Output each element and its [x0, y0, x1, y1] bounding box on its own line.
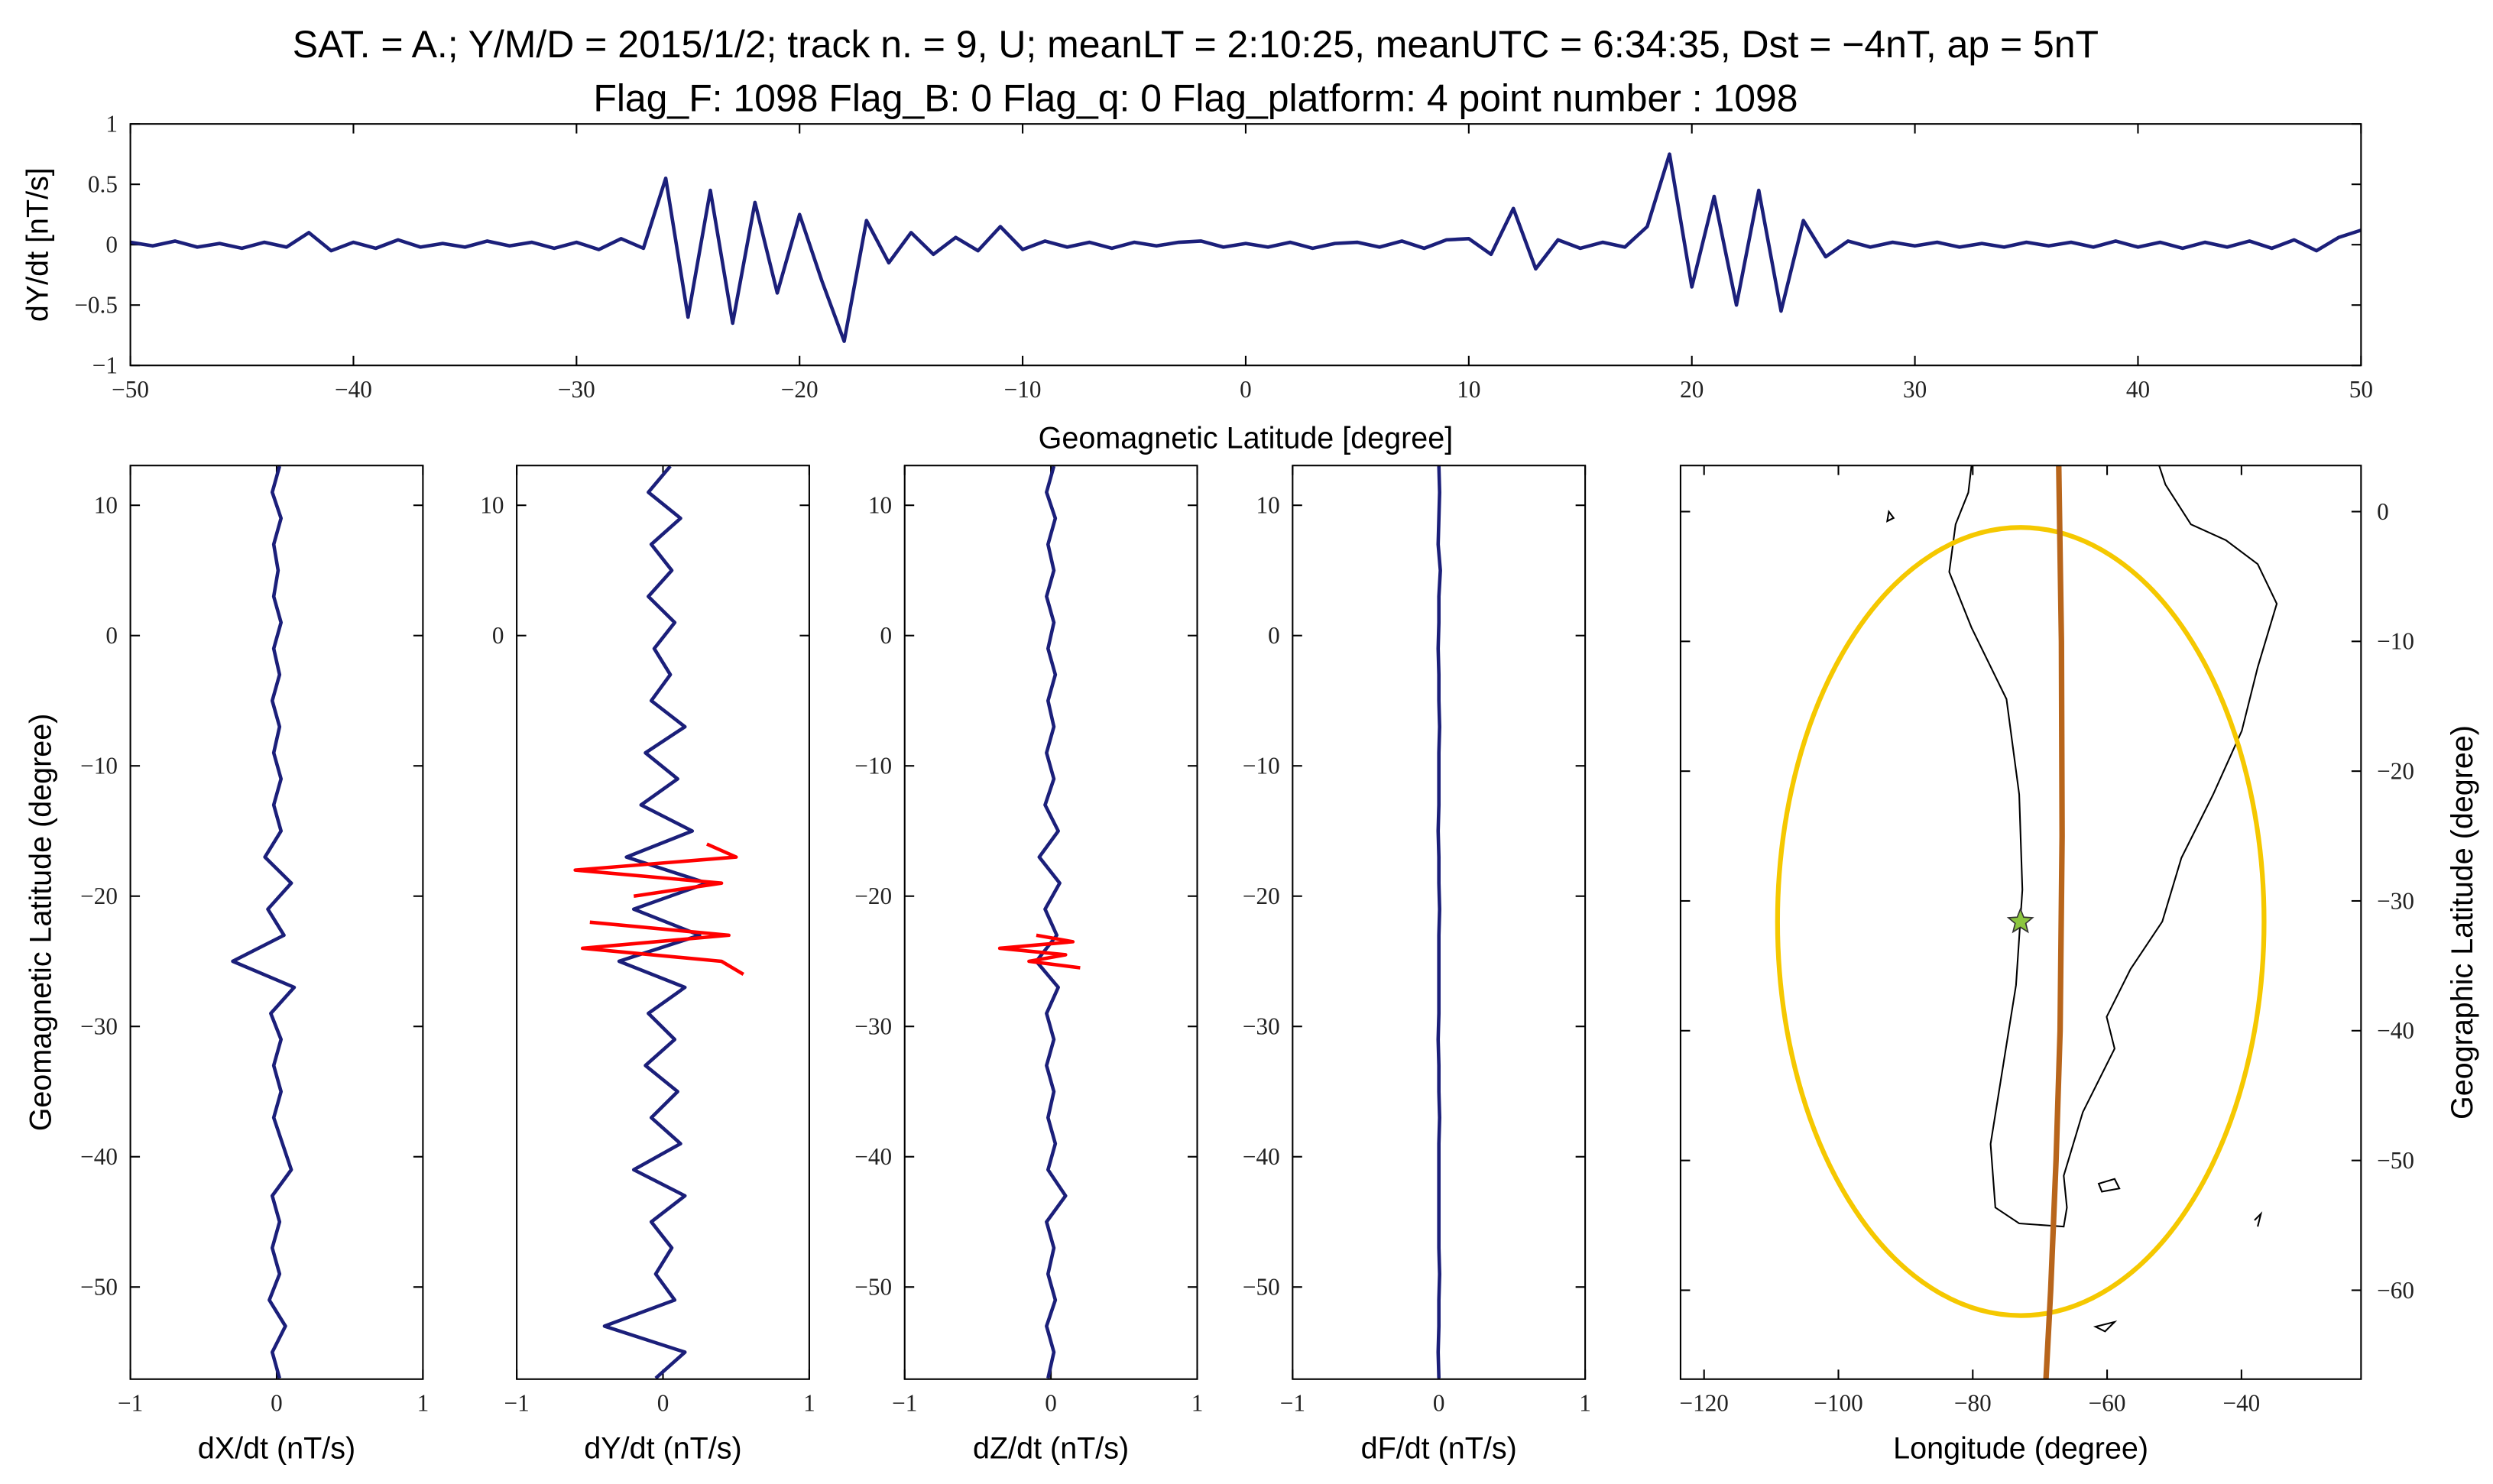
y-tick-label: −40 [1243, 1143, 1280, 1170]
series-line [573, 842, 744, 976]
coastline [1948, 465, 2278, 1228]
y-tick-label: −40 [2377, 1017, 2414, 1044]
x-tick-label: −100 [1814, 1389, 1862, 1416]
y-tick-label: −10 [1243, 753, 1280, 779]
x-tick-label: −1 [1280, 1389, 1305, 1416]
x-tick-label: −10 [1004, 376, 1042, 403]
series-line [1034, 465, 1068, 1379]
series-line [997, 933, 1081, 970]
subtitle: Flag_F: 1098 Flag_B: 0 Flag_q: 0 Flag_pl… [593, 77, 1798, 120]
track [2043, 465, 2065, 1379]
y-tick-label: 0 [880, 622, 892, 649]
x-tick-label: 0 [1240, 376, 1252, 403]
x-tick-label: 0 [657, 1389, 669, 1416]
y-tick-label: −50 [80, 1274, 118, 1301]
island [2097, 1178, 2121, 1193]
y-tick-label: −0.5 [74, 292, 118, 319]
axes-frame [129, 123, 2362, 367]
series-line [1436, 466, 1442, 1379]
axes-frame [129, 465, 424, 1380]
x-axis-label: Longitude (degree) [1893, 1432, 2148, 1466]
axes-frame [1679, 465, 2362, 1380]
y-tick-label: 0 [105, 232, 118, 258]
x-tick-label: 30 [1903, 376, 1927, 403]
x-axis-label: dY/dt (nT/s) [584, 1432, 741, 1466]
y-tick-label: 1 [105, 111, 118, 138]
y-tick-label: −40 [854, 1143, 892, 1170]
x-tick-label: −40 [2222, 1389, 2260, 1416]
x-axis-label: dF/dt (nT/s) [1361, 1432, 1517, 1466]
axes-frame [1292, 465, 1587, 1380]
x-tick-label: 0 [1433, 1389, 1445, 1416]
x-tick-label: −1 [118, 1389, 143, 1416]
x-tick-label: −60 [2089, 1389, 2126, 1416]
x-tick-label: 10 [1457, 376, 1480, 403]
y-tick-label: −10 [2377, 628, 2414, 655]
x-tick-label: 0 [271, 1389, 283, 1416]
island [2254, 1211, 2263, 1227]
x-tick-label: 1 [803, 1389, 815, 1416]
y-tick-label: −20 [854, 883, 892, 909]
x-tick-label: 20 [1680, 376, 1704, 403]
y-tick-label: −50 [1243, 1274, 1280, 1301]
y-tick-label: 0 [105, 622, 118, 649]
y-tick-label: 10 [1256, 492, 1279, 519]
x-tick-label: −30 [558, 376, 595, 403]
x-tick-label: 1 [1579, 1389, 1591, 1416]
y-tick-label: −10 [854, 753, 892, 779]
y-tick-label: −10 [80, 753, 118, 779]
x-axis-label: dZ/dt (nT/s) [973, 1432, 1129, 1466]
y-tick-label: 0 [2377, 498, 2389, 525]
x-tick-label: −120 [1680, 1389, 1729, 1416]
y-tick-label: −40 [80, 1143, 118, 1170]
y-axis-label: Geographic Latitude (degree) [2446, 725, 2479, 1119]
y-tick-label: −30 [2377, 887, 2414, 914]
series-line [130, 152, 2362, 343]
event-star [2006, 907, 2034, 934]
y-tick-label: −30 [854, 1013, 892, 1040]
x-tick-label: −80 [1954, 1389, 1992, 1416]
y-tick-label: 0 [1268, 622, 1280, 649]
x-axis-label: Geomagnetic Latitude [degree] [1039, 421, 1454, 455]
axes-frame [903, 465, 1198, 1380]
x-tick-label: 1 [1191, 1389, 1204, 1416]
y-tick-label: 10 [868, 492, 892, 519]
y-axis-label: Geomagnetic Latitude (degree) [24, 714, 58, 1132]
y-axis-label: dY/dt [nT/s] [21, 167, 54, 322]
x-tick-label: −20 [781, 376, 819, 403]
y-tick-label: −50 [2377, 1147, 2414, 1174]
y-tick-label: −30 [1243, 1013, 1280, 1040]
x-tick-label: −50 [112, 376, 149, 403]
y-tick-label: 10 [480, 492, 504, 519]
x-axis-label: dX/dt (nT/s) [198, 1432, 355, 1466]
x-tick-label: −1 [504, 1389, 530, 1416]
series-line [602, 465, 709, 1380]
y-tick-label: −20 [1243, 883, 1280, 909]
y-tick-label: −20 [2377, 758, 2414, 785]
title: SAT. = A.; Y/M/D = 2015/1/2; track n. = … [293, 23, 2099, 66]
y-tick-label: 10 [94, 492, 118, 519]
ring [1775, 525, 2267, 1318]
y-tick-label: −50 [854, 1274, 892, 1301]
series-line [231, 465, 297, 1379]
x-tick-label: 1 [417, 1389, 430, 1416]
y-tick-label: −30 [80, 1013, 118, 1040]
y-tick-label: 0.5 [88, 171, 118, 198]
x-tick-label: 0 [1045, 1389, 1057, 1416]
map-background [1775, 465, 2278, 1333]
x-tick-label: 40 [2126, 376, 2150, 403]
y-tick-label: 0 [492, 622, 504, 649]
x-tick-label: 50 [2349, 376, 2373, 403]
x-tick-label: −1 [892, 1389, 917, 1416]
x-tick-label: −40 [335, 376, 372, 403]
island [1886, 509, 1895, 523]
island [2093, 1320, 2118, 1333]
y-tick-label: −1 [92, 352, 118, 379]
axes-frame [516, 465, 810, 1380]
y-tick-label: −20 [80, 883, 118, 909]
y-tick-label: −60 [2377, 1277, 2414, 1304]
